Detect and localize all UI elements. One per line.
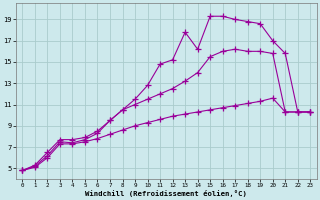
X-axis label: Windchill (Refroidissement éolien,°C): Windchill (Refroidissement éolien,°C) [85, 190, 247, 197]
